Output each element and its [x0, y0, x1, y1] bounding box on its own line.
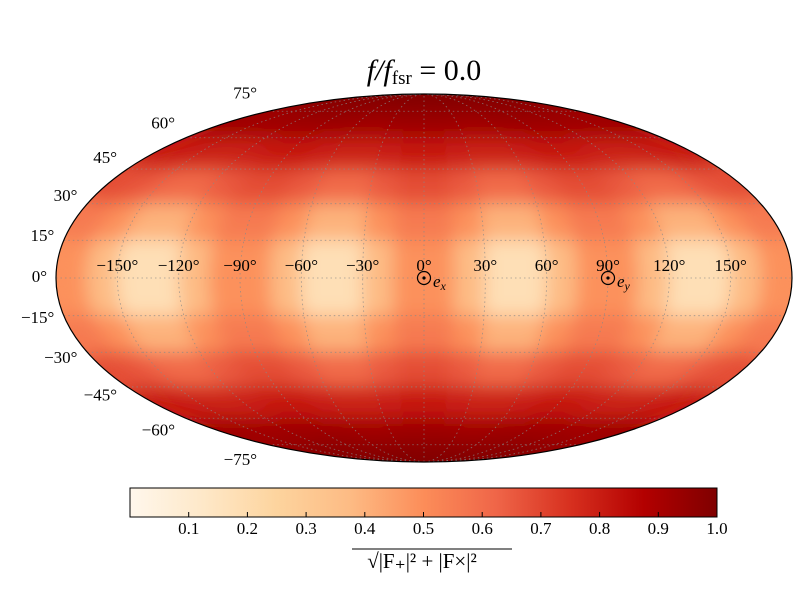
heat-cell	[393, 315, 425, 353]
lon-tick-label: 30°	[473, 256, 497, 275]
lat-tick-label: 60°	[151, 113, 175, 132]
lon-tick-label: 60°	[535, 256, 559, 275]
chart-title: f/ffsr = 0.0	[367, 54, 482, 89]
lat-tick-label: 75°	[233, 84, 257, 103]
lon-tick-label: 90°	[596, 256, 620, 275]
lon-tick-label: −60°	[285, 256, 318, 275]
heat-cell	[239, 277, 275, 317]
heat-cell	[423, 203, 455, 241]
lon-tick-label: 150°	[715, 256, 747, 275]
heat-cell	[270, 277, 305, 317]
colorbar-ticks: 0.1 0.2 0.3 0.4 0.5 0.6 0.7 0.8 0.9 1.0	[178, 512, 728, 538]
marker-label-sub: y	[624, 279, 631, 293]
lon-tick-label: −30°	[346, 256, 379, 275]
marker-label-main: e	[433, 272, 441, 291]
map-area	[56, 94, 792, 462]
colorbar-tick-label: 0.1	[178, 519, 199, 538]
marker-dot	[422, 276, 426, 280]
lat-tick-label: −60°	[142, 420, 175, 439]
marker-label-main: e	[617, 272, 625, 291]
colorbar-tick-label: 0.3	[295, 519, 316, 538]
heat-cell	[393, 203, 425, 241]
heat-cell	[363, 203, 397, 241]
lat-tick-label: −15°	[21, 308, 54, 327]
lon-tick-label: −90°	[223, 256, 256, 275]
colorbar-tick-label: 0.4	[354, 519, 376, 538]
heat-cell	[395, 351, 425, 388]
lon-tick-label: 0°	[416, 256, 431, 275]
lat-tick-label: −30°	[44, 348, 77, 367]
graticule	[56, 94, 792, 462]
marker-dot	[606, 276, 610, 280]
heat-cell	[398, 386, 425, 419]
colorbar-tick-label: 0.7	[530, 519, 552, 538]
heat-cell	[208, 277, 245, 317]
colorbar-label: √|F₊|² + |F×|²	[367, 549, 477, 573]
colorbar-tick-label: 0.5	[413, 519, 434, 538]
heat-cell	[451, 315, 485, 353]
heat-cell	[331, 277, 365, 317]
marker-ring	[416, 270, 432, 286]
marker-ring	[600, 270, 616, 286]
marker-label: ex	[433, 272, 447, 293]
lat-tick-label: 45°	[93, 148, 117, 167]
heat-cell	[451, 203, 485, 241]
heat-cell	[333, 315, 369, 353]
map-boundary	[55, 93, 793, 463]
lon-tick-label: 120°	[653, 256, 685, 275]
heat-cell	[423, 168, 453, 205]
heat-cell	[333, 203, 369, 241]
heat-cell	[573, 277, 609, 317]
colorbar-tick-label: 0.2	[237, 519, 258, 538]
heat-cell	[178, 277, 215, 317]
meridian	[239, 94, 425, 462]
markers: ex ey	[416, 270, 631, 293]
heat-cell	[423, 315, 455, 353]
heat-cell	[398, 137, 425, 170]
lat-tick-label: 0°	[32, 267, 47, 286]
heat-cell	[395, 168, 425, 205]
lat-tick-label: 30°	[54, 186, 78, 205]
colorbar-tick-label: 0.8	[589, 519, 610, 538]
colorbar-tick-label: 1.0	[706, 519, 727, 538]
meridian	[423, 94, 486, 462]
heat-cell	[453, 277, 486, 317]
lon-tick-label: −120°	[158, 256, 200, 275]
heat-cell	[392, 277, 425, 317]
heat-cell	[753, 239, 792, 279]
colorbar-tick-label: 0.9	[648, 519, 669, 538]
title-rest: = 0.0	[412, 54, 481, 87]
heat-cell	[300, 277, 335, 317]
lat-tick-label: −75°	[224, 450, 257, 469]
heat-cell	[693, 277, 732, 317]
marker-label: ey	[617, 272, 631, 293]
heat-cell	[362, 277, 395, 317]
tick-labels: −150° −120° −90° −60° −30° 0° 30° 60° 90° 120° 150…	[21, 84, 747, 469]
lon-tick-label: −150°	[96, 256, 138, 275]
lat-tick-label: 15°	[31, 226, 55, 245]
heat-cell	[633, 277, 670, 317]
marker-label-sub: x	[440, 279, 447, 293]
title-sub: fsr	[392, 68, 413, 89]
heat-cell	[363, 315, 397, 353]
colorbar-tick-label: 0.6	[472, 519, 493, 538]
heat-cell	[543, 277, 578, 317]
heat-cell	[423, 351, 453, 388]
title-main: f/f	[367, 54, 396, 87]
heat-cell	[513, 277, 548, 317]
lat-tick-label: −45°	[84, 386, 117, 405]
heat-cell	[483, 277, 517, 317]
